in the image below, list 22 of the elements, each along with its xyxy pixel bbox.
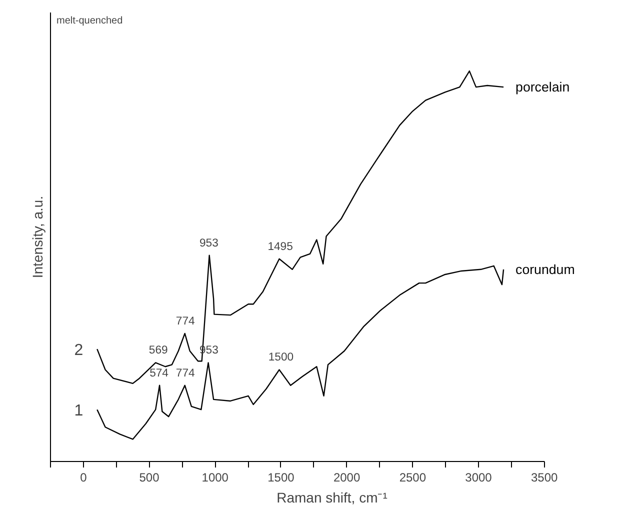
y-axis-title: Intensity, a.u. [30,196,46,278]
annotation: 574 [150,367,168,380]
annotation: 774 [176,315,195,328]
x-tick-label: 1500 [268,470,295,484]
annotation: 569 [148,344,168,357]
annotation: 1495 [268,240,293,253]
x-axis-title: Raman shift, cm⁻¹ [276,490,388,506]
annotation: 774 [176,367,195,380]
annotation: 953 [199,237,218,250]
series-label: porcelain [516,80,570,95]
x-tick-label: 2000 [333,470,360,484]
x-tick-label: 1000 [202,470,229,484]
text: melt-quenched [56,16,123,26]
x-tick-label: 3500 [531,470,558,484]
x-tick-label: 0 [80,470,88,484]
x-tick-label: 500 [139,470,160,484]
x-tick-label: 2500 [399,470,426,484]
series-label: corundum [516,262,575,277]
annotation: 2 [74,342,84,360]
annotation: 1 [74,402,84,420]
x-tick-label: 3000 [465,470,492,484]
annotation: 1500 [268,352,294,364]
